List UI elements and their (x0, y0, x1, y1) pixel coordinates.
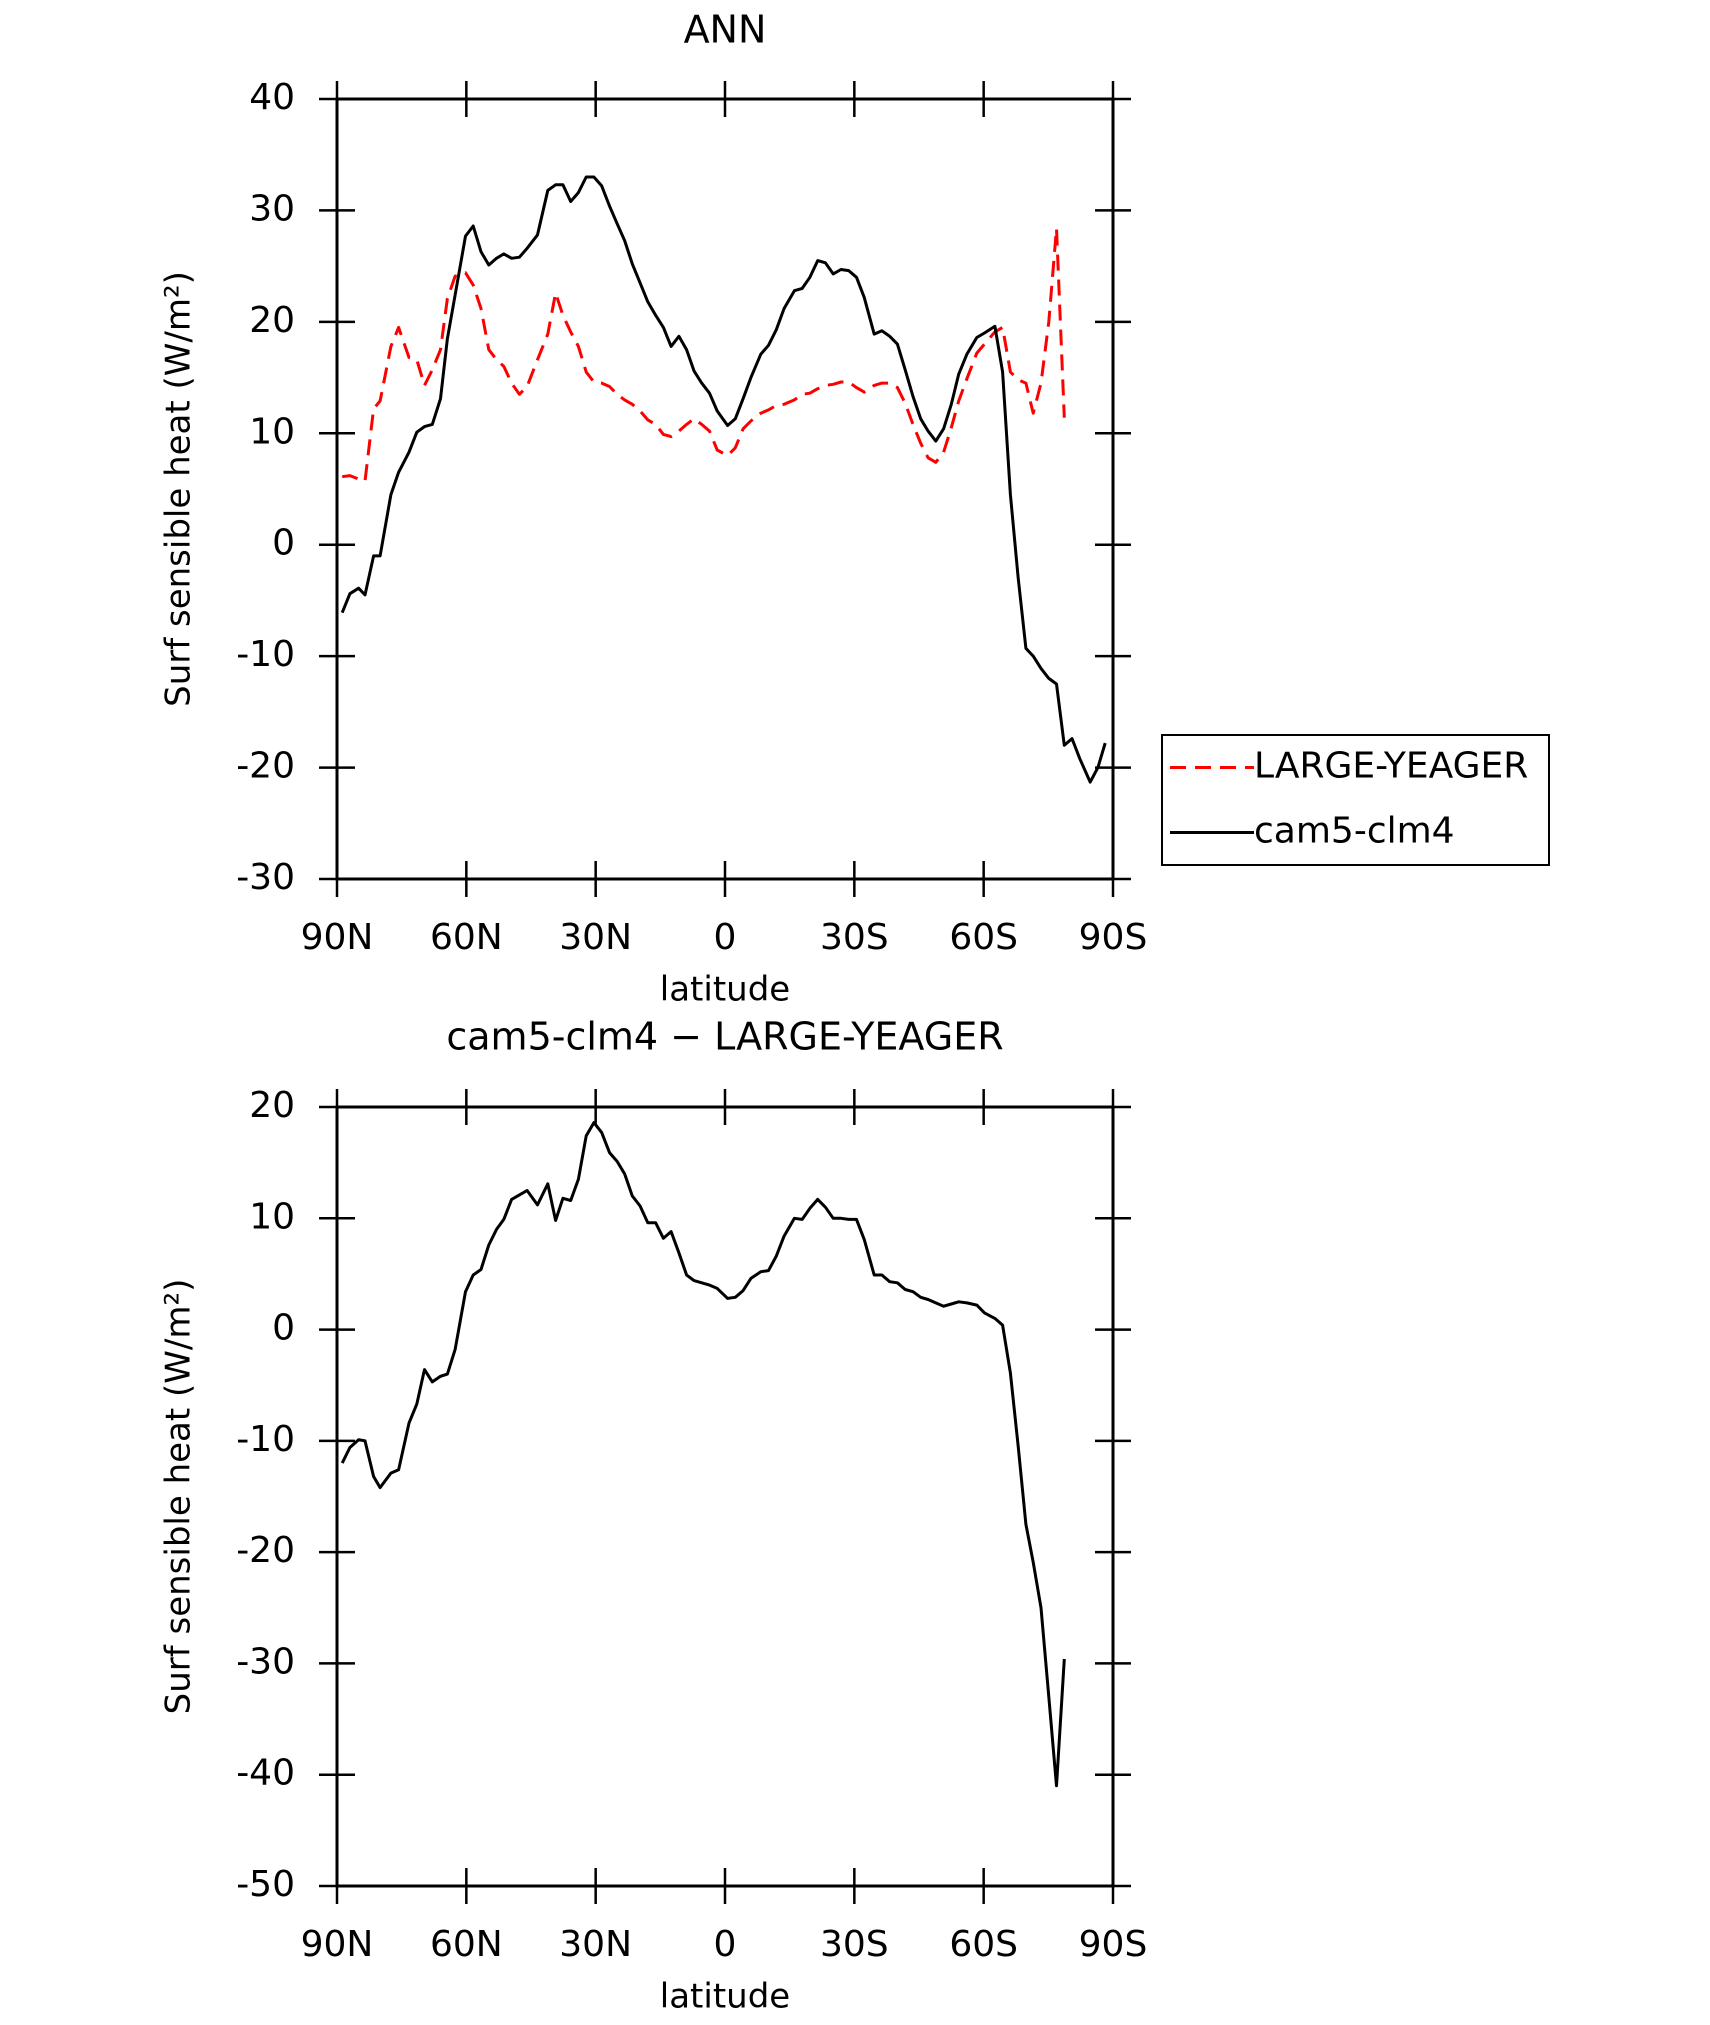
plot-frame (335, 1105, 1115, 1888)
x-tick-label: 30N (559, 917, 632, 958)
y-tick-label: 20 (249, 300, 295, 341)
y-tick-label: -30 (236, 1641, 295, 1682)
chart-title: cam5-clm4 − LARGE-YEAGER (446, 1015, 1003, 1059)
x-tick-label: 30S (820, 1924, 889, 1965)
x-tick-label: 0 (714, 1924, 737, 1965)
chart-title: ANN (684, 8, 767, 52)
x-tick-label: 90S (1079, 1924, 1148, 1965)
y-tick-label: 30 (249, 188, 295, 229)
y-tick-label: -20 (236, 746, 295, 787)
y-tick-label: 20 (249, 1085, 295, 1126)
y-tick-label: -10 (236, 1419, 295, 1460)
y-tick-label: 0 (272, 523, 295, 564)
y-tick-label: 10 (249, 1196, 295, 1237)
series-line (341, 226, 1066, 483)
y-tick-label: 40 (249, 77, 295, 118)
x-tick-label: 60S (949, 1924, 1018, 1965)
legend-box (1161, 734, 1550, 866)
y-axis-label: Surf sensible heat (W/m²) (159, 1279, 199, 1715)
x-tick-label: 60N (430, 1924, 503, 1965)
legend-label: cam5-clm4 (1254, 811, 1455, 852)
plot-frame (335, 97, 1115, 881)
y-tick-label: -20 (236, 1530, 295, 1571)
y-axis-label: Surf sensible heat (W/m²) (159, 271, 199, 707)
y-tick-label: -50 (236, 1864, 295, 1905)
x-tick-label: 30S (820, 917, 889, 958)
y-tick-label: 0 (272, 1308, 295, 1349)
y-tick-label: -30 (236, 857, 295, 898)
x-tick-label: 90S (1079, 917, 1148, 958)
y-tick-label: -10 (236, 634, 295, 675)
x-tick-label: 60S (949, 917, 1018, 958)
x-axis-label: latitude (660, 1977, 790, 2017)
x-tick-label: 60N (430, 917, 503, 958)
x-tick-label: 0 (714, 917, 737, 958)
x-tick-label: 90N (301, 917, 374, 958)
x-tick-label: 30N (559, 1924, 632, 1965)
y-tick-label: -40 (236, 1753, 295, 1794)
y-tick-label: 10 (249, 411, 295, 452)
legend-label: LARGE-YEAGER (1254, 746, 1528, 787)
x-axis-label: latitude (660, 970, 790, 1010)
series-line (340, 1121, 1066, 1788)
series-line (340, 175, 1107, 784)
x-tick-label: 90N (301, 1924, 374, 1965)
